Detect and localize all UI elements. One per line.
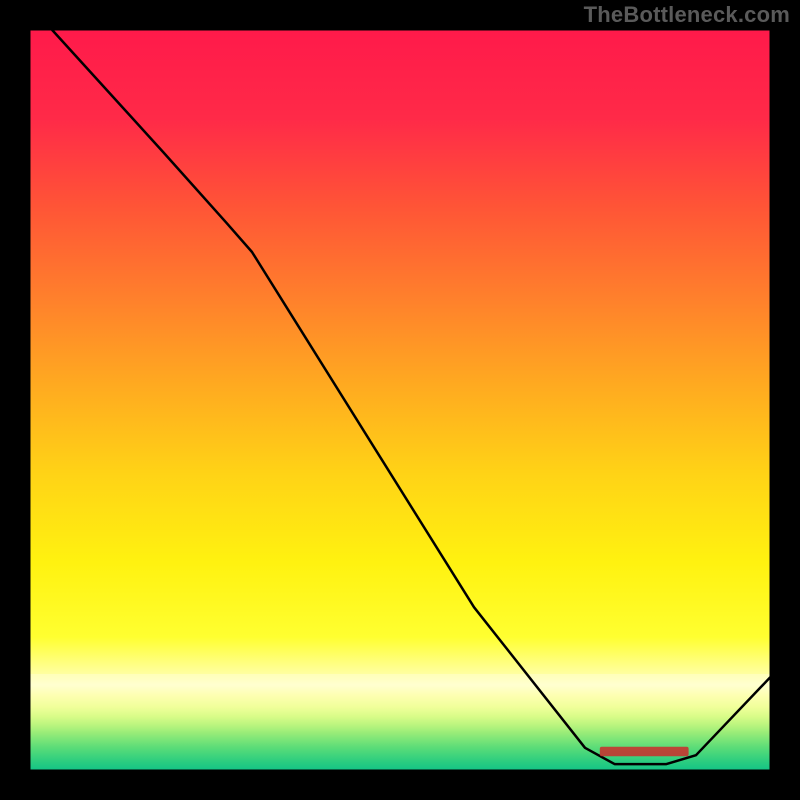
chart-svg [0,0,800,800]
plot-area [30,30,770,770]
trough-label [600,747,689,757]
chart-container: TheBottleneck.com [0,0,800,800]
watermark-text: TheBottleneck.com [584,2,790,28]
